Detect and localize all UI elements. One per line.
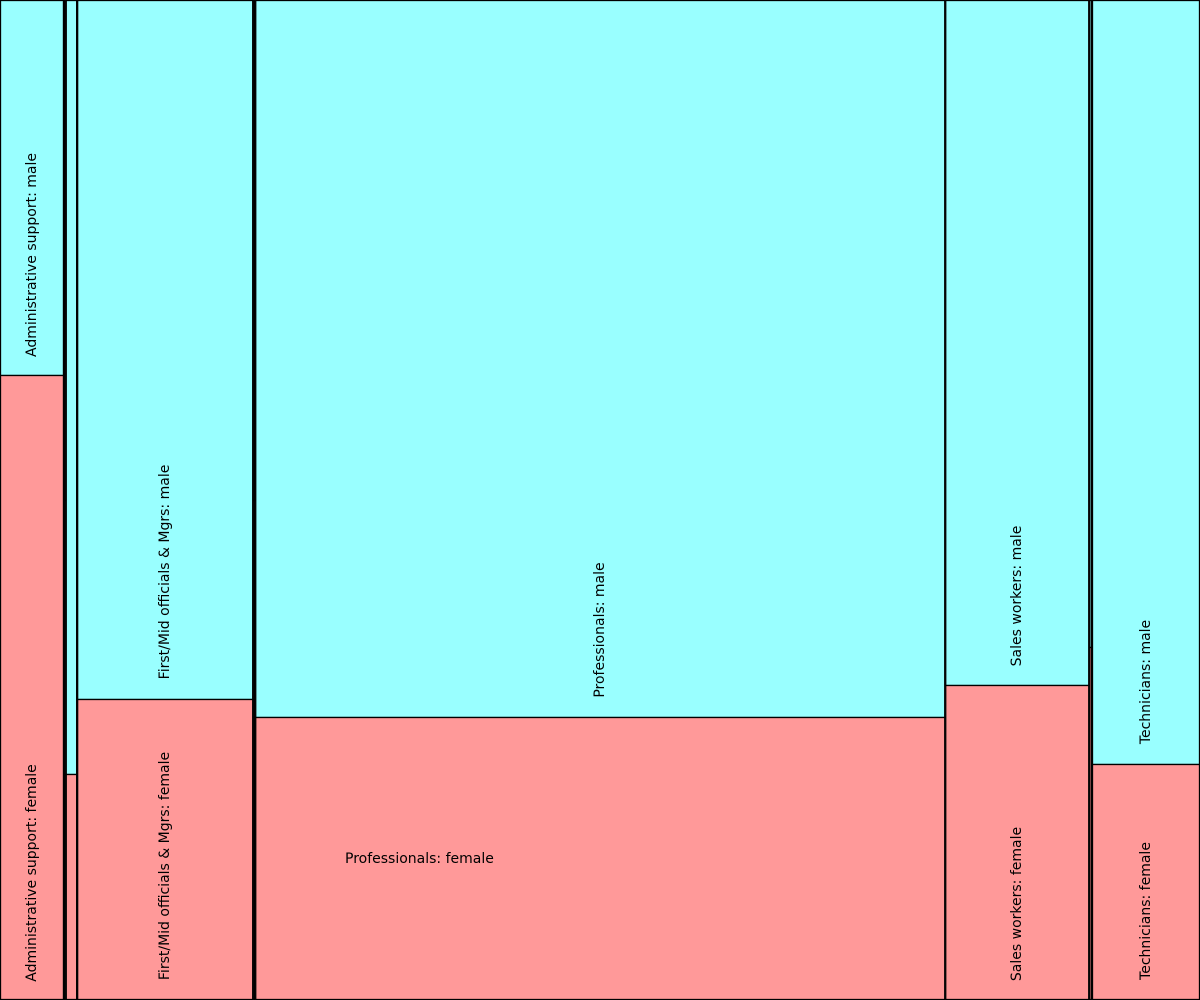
tile-label-female: Administrative support: female: [24, 764, 40, 982]
tile-female: [945, 684, 1090, 1000]
tile-female: [77, 698, 254, 1000]
tile-male: [0, 0, 65, 377]
tile-label-male: First/Mid officials & Mgrs: male: [157, 465, 173, 680]
tile-label-female: Sales workers: female: [1009, 827, 1025, 981]
tile-label-male: Administrative support: male: [24, 153, 40, 357]
tile-female: [1089, 646, 1093, 1000]
tile-female: [65, 773, 78, 1000]
tile-male: [253, 0, 256, 502]
tile-label-male: Technicians: male: [1138, 620, 1154, 745]
tile-female: [1091, 763, 1200, 1000]
tile-label-male: Sales workers: male: [1009, 526, 1025, 667]
tile-label-female: First/Mid officials & Mgrs: female: [157, 752, 173, 980]
tile-male: [63, 0, 66, 502]
tile-female: [63, 499, 66, 1000]
tile-label-male: Professionals: male: [592, 562, 608, 697]
tile-female: [253, 499, 256, 1000]
tile-female: [255, 716, 946, 1000]
tile-male: [1089, 0, 1093, 649]
tile-male: [77, 0, 254, 701]
tile-male: [65, 0, 78, 776]
tile-female: [0, 374, 65, 1000]
tile-label-female: Professionals: female: [345, 851, 494, 867]
tile-male: [255, 0, 946, 719]
tile-male: [945, 0, 1090, 687]
tile-label-female: Technicians: female: [1138, 842, 1154, 981]
